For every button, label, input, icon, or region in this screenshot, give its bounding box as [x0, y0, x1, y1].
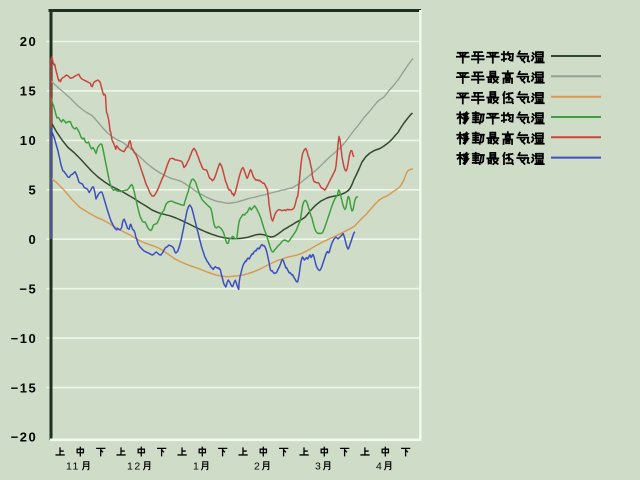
svg-text:3: 3 [315, 461, 322, 473]
svg-text:11: 11 [66, 461, 80, 473]
svg-text:−10: −10 [11, 331, 38, 346]
svg-text:−20: −20 [11, 430, 38, 445]
svg-text:12: 12 [127, 461, 142, 473]
svg-text:20: 20 [20, 34, 37, 49]
svg-text:−15: −15 [11, 380, 38, 395]
svg-text:10: 10 [20, 133, 37, 148]
svg-text:1: 1 [193, 461, 200, 473]
svg-text:4: 4 [376, 461, 383, 473]
svg-text:0: 0 [28, 232, 37, 247]
svg-text:2: 2 [254, 461, 261, 473]
svg-text:15: 15 [20, 84, 37, 99]
svg-text:5: 5 [28, 183, 37, 198]
svg-text:−5: −5 [19, 281, 37, 296]
